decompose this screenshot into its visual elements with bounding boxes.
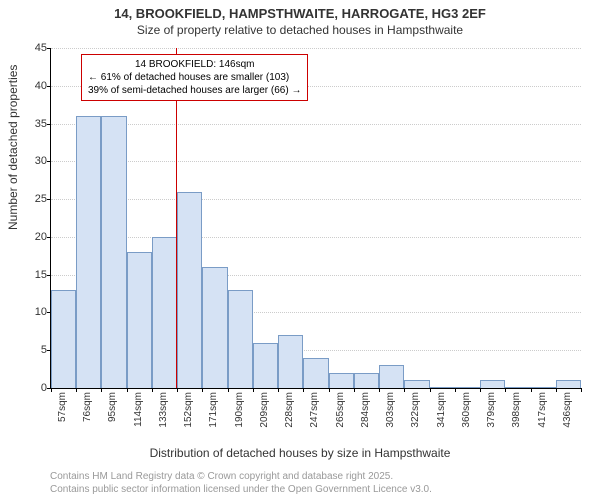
- x-tick-label: 247sqm: [307, 392, 320, 428]
- x-tick-mark: [177, 388, 178, 392]
- x-tick-label: 114sqm: [131, 392, 144, 427]
- x-tick-label: 76sqm: [80, 392, 93, 422]
- footer-attribution: Contains HM Land Registry data © Crown c…: [50, 470, 432, 496]
- histogram-bar: [253, 343, 278, 388]
- footer-line: Contains HM Land Registry data © Crown c…: [50, 470, 432, 483]
- y-tick-mark: [47, 199, 51, 200]
- histogram-bar: [202, 267, 227, 388]
- x-tick-mark: [303, 388, 304, 392]
- y-axis-label: Number of detached properties: [6, 65, 20, 230]
- x-tick-mark: [152, 388, 153, 392]
- x-tick-mark: [455, 388, 456, 392]
- gridline: [51, 199, 581, 200]
- x-tick-mark: [556, 388, 557, 392]
- x-tick-label: 228sqm: [282, 392, 295, 428]
- chart-subtitle: Size of property relative to detached ho…: [0, 21, 600, 37]
- histogram-bar: [228, 290, 253, 388]
- histogram-bar: [278, 335, 303, 388]
- x-tick-label: 417sqm: [535, 392, 548, 428]
- x-tick-mark: [480, 388, 481, 392]
- x-tick-mark: [354, 388, 355, 392]
- x-tick-label: 303sqm: [383, 392, 396, 428]
- x-tick-mark: [505, 388, 506, 392]
- x-tick-label: 398sqm: [509, 392, 522, 428]
- x-tick-label: 360sqm: [459, 392, 472, 428]
- x-tick-label: 95sqm: [105, 392, 118, 422]
- footer-line: Contains public sector information licen…: [50, 483, 432, 496]
- histogram-bar: [531, 387, 556, 388]
- x-tick-mark: [278, 388, 279, 392]
- histogram-bar: [430, 387, 455, 388]
- x-tick-mark: [404, 388, 405, 392]
- annotation-box: 14 BROOKFIELD: 146sqm← 61% of detached h…: [81, 54, 308, 101]
- x-tick-label: 171sqm: [206, 392, 219, 428]
- histogram-bar: [329, 373, 354, 388]
- histogram-bar: [177, 192, 202, 388]
- x-tick-label: 284sqm: [358, 392, 371, 428]
- gridline: [51, 48, 581, 49]
- chart-container: 14, BROOKFIELD, HAMPSTHWAITE, HARROGATE,…: [0, 0, 600, 500]
- x-tick-label: 133sqm: [156, 392, 169, 428]
- x-tick-label: 190sqm: [232, 392, 245, 428]
- gridline: [51, 124, 581, 125]
- y-tick-mark: [47, 161, 51, 162]
- x-tick-label: 152sqm: [181, 392, 194, 428]
- histogram-bar: [76, 116, 101, 388]
- x-tick-mark: [379, 388, 380, 392]
- x-tick-mark: [228, 388, 229, 392]
- x-tick-mark: [430, 388, 431, 392]
- annotation-line: 14 BROOKFIELD: 146sqm: [88, 58, 301, 71]
- y-tick-mark: [47, 124, 51, 125]
- x-tick-mark: [127, 388, 128, 392]
- gridline: [51, 161, 581, 162]
- histogram-bar: [505, 387, 530, 388]
- x-tick-mark: [253, 388, 254, 392]
- y-tick-mark: [47, 237, 51, 238]
- histogram-bar: [480, 380, 505, 388]
- annotation-line: 39% of semi-detached houses are larger (…: [88, 84, 301, 97]
- x-tick-mark: [51, 388, 52, 392]
- histogram-bar: [404, 380, 429, 388]
- x-tick-label: 341sqm: [434, 392, 447, 428]
- plot-area: 05101520253035404557sqm76sqm95sqm114sqm1…: [50, 48, 581, 389]
- x-tick-label: 265sqm: [333, 392, 346, 428]
- histogram-bar: [303, 358, 328, 388]
- histogram-bar: [379, 365, 404, 388]
- x-tick-mark: [101, 388, 102, 392]
- histogram-bar: [455, 387, 480, 388]
- y-tick-mark: [47, 48, 51, 49]
- x-tick-mark: [531, 388, 532, 392]
- x-tick-mark: [202, 388, 203, 392]
- gridline: [51, 237, 581, 238]
- annotation-line: ← 61% of detached houses are smaller (10…: [88, 71, 301, 84]
- x-tick-label: 322sqm: [408, 392, 421, 428]
- x-tick-label: 436sqm: [560, 392, 573, 428]
- y-tick-mark: [47, 86, 51, 87]
- x-tick-mark: [329, 388, 330, 392]
- x-tick-label: 379sqm: [484, 392, 497, 428]
- histogram-bar: [556, 380, 581, 388]
- chart-title: 14, BROOKFIELD, HAMPSTHWAITE, HARROGATE,…: [0, 0, 600, 21]
- x-axis-label: Distribution of detached houses by size …: [0, 446, 600, 460]
- histogram-bar: [51, 290, 76, 388]
- y-tick-mark: [47, 275, 51, 276]
- x-tick-mark: [76, 388, 77, 392]
- histogram-bar: [354, 373, 379, 388]
- x-tick-label: 57sqm: [55, 392, 68, 422]
- x-tick-label: 209sqm: [257, 392, 270, 428]
- histogram-bar: [101, 116, 126, 388]
- histogram-bar: [152, 237, 177, 388]
- x-tick-mark: [581, 388, 582, 392]
- histogram-bar: [127, 252, 152, 388]
